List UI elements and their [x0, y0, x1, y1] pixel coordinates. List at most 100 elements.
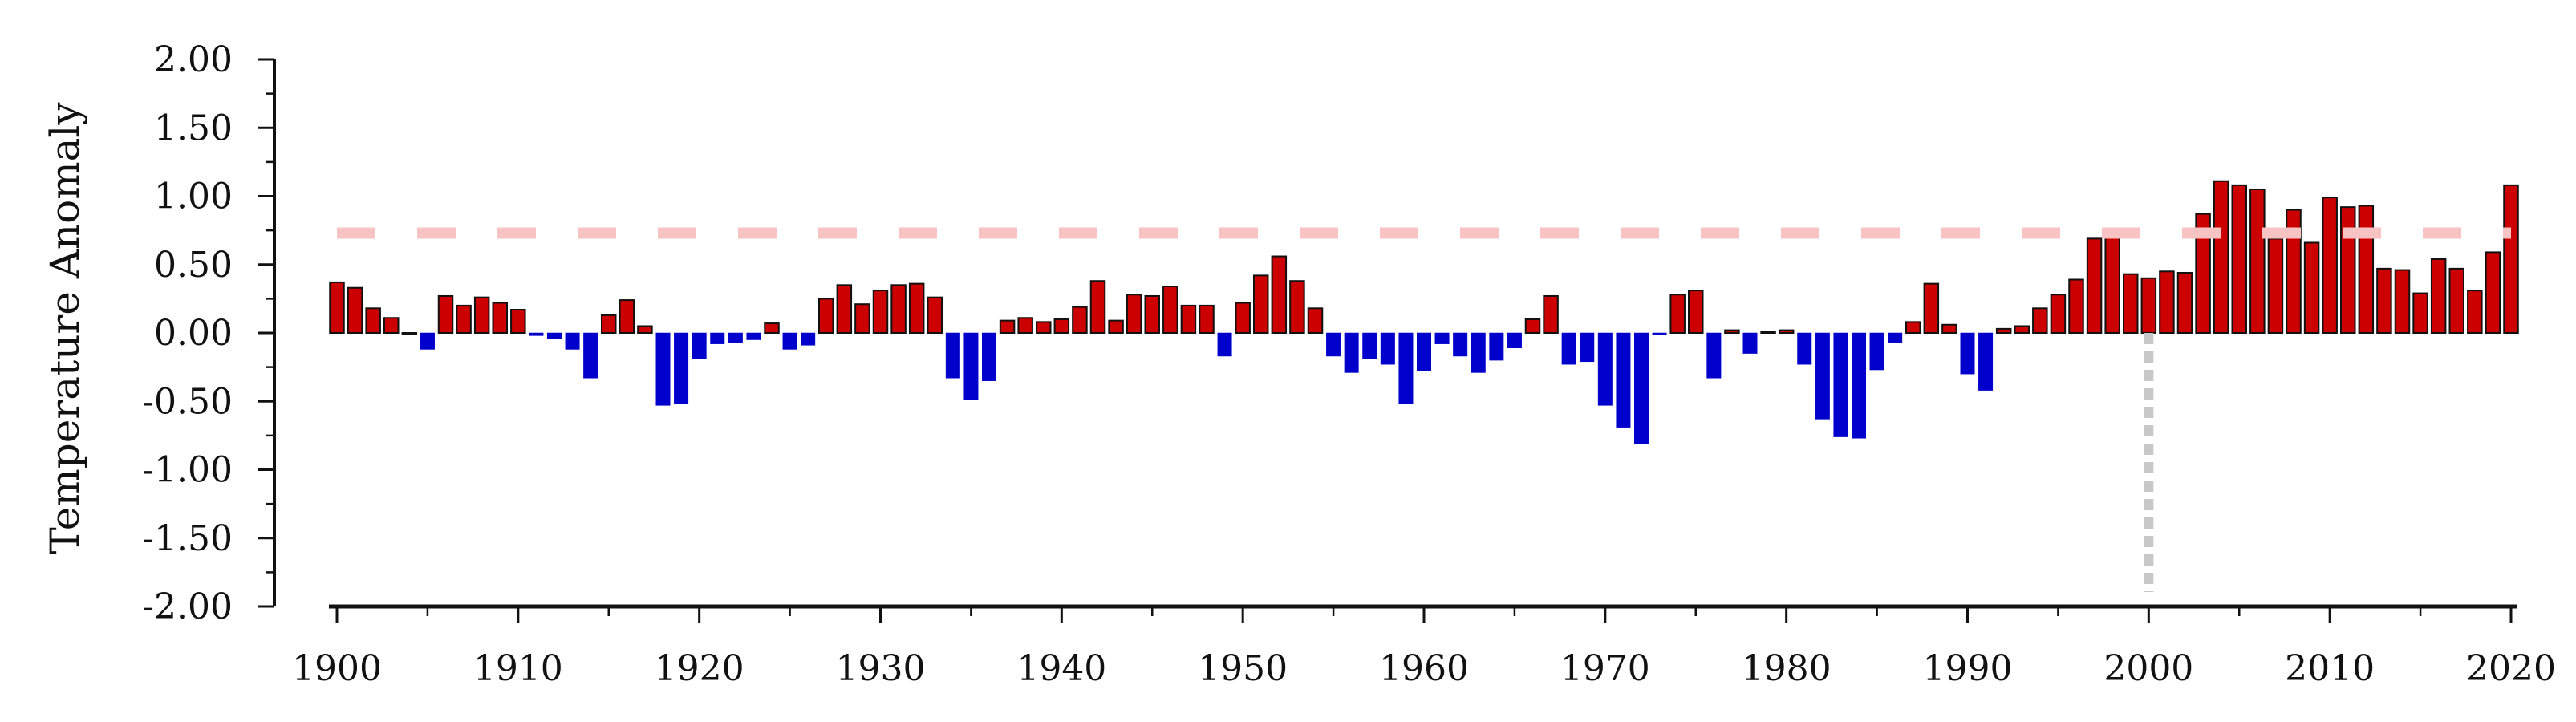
bar-2011 [2340, 206, 2356, 335]
bar-2018 [2467, 290, 2483, 335]
x-tick-label: 1960 [1379, 648, 1469, 689]
bar-1972 [1634, 332, 1649, 444]
x-tick-label: 1940 [1016, 648, 1106, 689]
bar-1912 [547, 332, 562, 339]
bar-1934 [945, 332, 960, 379]
bar-1926 [801, 332, 816, 346]
reference-line-group [337, 227, 2511, 592]
bar-1936 [982, 332, 996, 381]
bar-2010 [2322, 197, 2338, 334]
y-axis-title: Temperature Anomaly [42, 102, 88, 554]
bar-1929 [854, 303, 870, 335]
x-tick-label: 1980 [1742, 648, 1832, 689]
bar-1907 [456, 304, 472, 334]
bar-1918 [655, 332, 671, 406]
bar-1977 [1724, 329, 1740, 334]
bar-2009 [2303, 241, 2320, 334]
bar-1966 [1524, 318, 1541, 335]
y-ticks-group: 2.00 1.50 1.00 0.50 0.00 -0.50 -1.00 -1.50 -2.00 [142, 39, 274, 627]
bar-2008 [2286, 209, 2302, 334]
bar-1946 [1162, 286, 1178, 334]
bar-1974 [1669, 294, 1686, 335]
bar-2005 [2231, 184, 2247, 334]
bar-1981 [1797, 332, 1812, 365]
x-tick-label: 2020 [2466, 648, 2556, 689]
bar-1917 [637, 325, 653, 335]
bar-1945 [1144, 294, 1160, 334]
bar-1986 [1888, 332, 1903, 343]
bar-1983 [1833, 332, 1848, 437]
bar-1968 [1561, 332, 1576, 365]
bar-2002 [2176, 271, 2193, 335]
bar-1948 [1199, 304, 1215, 334]
bar-1989 [1941, 323, 1957, 334]
y-tick-label: 0.50 [154, 245, 233, 286]
bar-1992 [1995, 327, 2012, 335]
bar-1938 [1017, 317, 1033, 334]
bar-1933 [927, 296, 943, 335]
bar-1927 [818, 298, 834, 335]
bar-1931 [890, 284, 907, 335]
bar-1900 [329, 281, 345, 335]
bar-1954 [1307, 307, 1324, 334]
bar-1947 [1180, 304, 1197, 334]
bar-1998 [2104, 230, 2120, 334]
x-tick-label: 1990 [1923, 648, 2013, 689]
bar-1980 [1778, 329, 1795, 334]
bar-1908 [473, 296, 490, 335]
y-tick-label: 0.00 [154, 313, 233, 354]
bar-1988 [1923, 282, 1940, 334]
x-tick-label: 1930 [836, 648, 926, 689]
bars-group [329, 180, 2519, 444]
bar-1915 [601, 314, 617, 334]
bar-1975 [1688, 290, 1704, 335]
bar-1903 [383, 317, 400, 334]
x-tick-label: 1920 [655, 648, 744, 689]
bar-1951 [1253, 274, 1269, 335]
bar-2016 [2430, 258, 2447, 334]
bar-1999 [2123, 273, 2139, 334]
y-tick-label: 1.00 [154, 176, 233, 217]
bar-1970 [1597, 332, 1613, 406]
bar-1976 [1706, 332, 1722, 379]
x-ticks-group: 1900 1910 1920 1930 1940 1950 1960 1970 1980 1990… [292, 606, 2556, 689]
bar-1913 [565, 332, 580, 350]
bar-2007 [2267, 237, 2284, 334]
bar-1959 [1398, 332, 1414, 404]
bar-1901 [347, 286, 363, 334]
bar-1952 [1271, 255, 1288, 334]
bar-1910 [510, 309, 526, 335]
x-tick-label: 1900 [292, 648, 382, 689]
bar-1991 [1978, 332, 1994, 391]
bar-1935 [963, 332, 979, 400]
bar-1911 [529, 332, 544, 336]
bar-1969 [1580, 332, 1595, 363]
bar-1957 [1362, 332, 1377, 359]
bar-1941 [1072, 306, 1088, 334]
bar-1963 [1471, 332, 1486, 373]
bar-1914 [583, 332, 598, 379]
bar-2017 [2448, 267, 2464, 334]
bar-1979 [1760, 331, 1776, 334]
bar-1978 [1742, 332, 1758, 354]
bar-1902 [365, 307, 381, 334]
y-tick-label: -0.50 [142, 381, 233, 422]
x-tick-label: 1970 [1560, 648, 1650, 689]
bar-2012 [2358, 205, 2375, 334]
bar-1943 [1108, 319, 1124, 334]
bar-1982 [1815, 332, 1830, 420]
bar-1939 [1036, 321, 1052, 334]
bar-2015 [2412, 292, 2428, 334]
bar-2004 [2213, 180, 2229, 334]
bar-1993 [2014, 325, 2030, 335]
bar-2020 [2503, 184, 2519, 334]
y-tick-label: -1.50 [142, 518, 233, 559]
bar-1985 [1869, 332, 1884, 371]
bar-1958 [1380, 332, 1395, 365]
bar-1949 [1217, 332, 1232, 357]
x-tick-label: 1950 [1198, 648, 1288, 689]
x-tick-label: 1910 [473, 648, 563, 689]
bar-2019 [2485, 251, 2501, 334]
